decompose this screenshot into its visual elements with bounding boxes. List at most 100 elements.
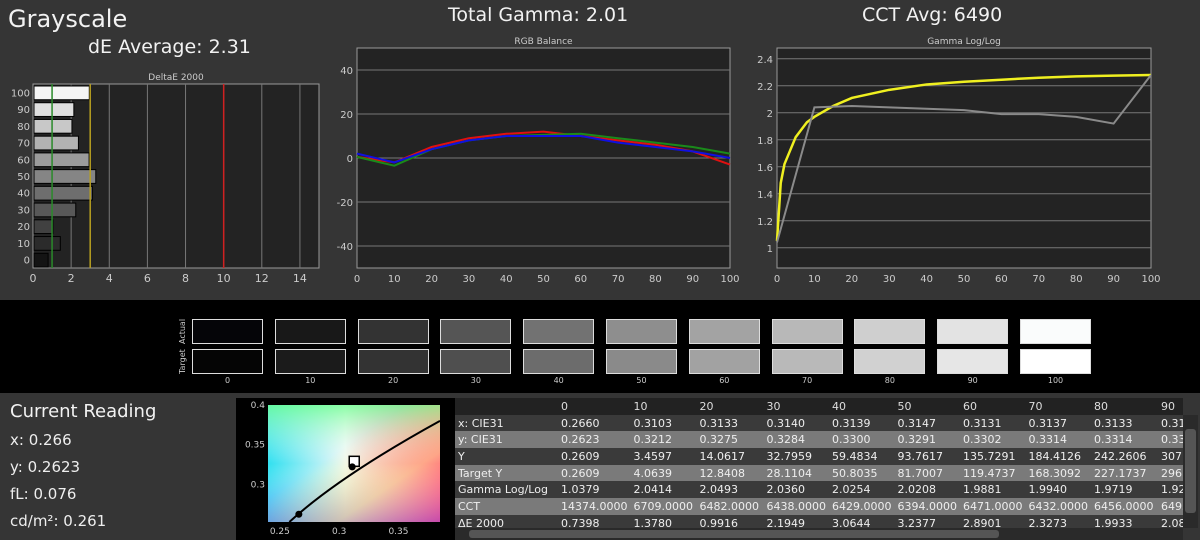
table-row[interactable]: ΔE 2000 0.7398 1.3780 0.9916 2.1949 3.0644 3.2… [455,514,1183,528]
de-average: dE Average: 2.31 [88,36,251,58]
table-cell: 6429.0000 [828,498,895,515]
target-swatch [1020,349,1091,374]
column-header[interactable]: 60 [959,398,1026,415]
column-header[interactable]: 70 [1025,398,1091,415]
x-tick-label: 0 [354,274,360,285]
table-row[interactable]: Y 0.2609 3.4597 14.0617 32.7959 59.4834 93.761… [455,448,1183,465]
column-header[interactable]: 90 [1157,398,1183,415]
table-row[interactable]: CCT 14374.0000 6709.0000 6482.0000 6438.0000… [455,498,1183,515]
reading-x: x: 0.266 [10,431,72,449]
x-tick-label: 12 [255,272,269,285]
target-swatch [440,349,512,374]
y-tick-label: 60 [17,155,30,166]
table-cell: 227.1737 [1090,464,1158,482]
swatch-panel: Actual Target 0 10 20 30 40 50 60 70 80 90 100 [0,300,1200,393]
column-header[interactable]: 50 [894,398,960,415]
page-title: Grayscale [8,5,128,33]
target-series-line [775,73,1152,242]
table-cell: 0.331 [1157,431,1183,449]
column-header[interactable] [455,398,558,415]
x-tick-label: 70 [612,274,625,285]
table-cell: 93.7617 [894,448,960,465]
y-tick-label: 1.2 [757,217,773,228]
column-header[interactable]: 10 [630,398,697,415]
table-row[interactable]: x: CIE31 0.2660 0.3103 0.3133 0.3140 0.3139 0.… [455,414,1183,432]
column-header[interactable]: 30 [763,398,829,415]
table-row[interactable]: Gamma Log/Log 1.0379 2.0414 2.0493 2.0360 2.0… [455,481,1183,499]
actual-swatch [1020,319,1091,344]
x-tick-label: 20 [425,274,438,285]
target-row-label: Target [178,349,187,374]
y-tick-label: 1.8 [757,136,773,147]
swatch-label: 70 [802,376,813,385]
actual-swatch [274,319,346,344]
table-cell: 307.5 [1157,448,1183,465]
x-tick-label: 0.35 [388,527,408,537]
x-tick-label: 60 [995,274,1008,285]
swatch-label: 40 [553,376,564,385]
table-cell: 6438.0000 [763,498,829,515]
rgb-balance-chart: RGB Balance 40 20 0 -20 -40 0 10 20 30 40 50 60 70 80 9… [337,37,740,285]
horizontal-scrollbar[interactable] [455,528,1183,540]
table-cell: 50.8035 [828,464,895,482]
y-tick-label: 0.3 [251,480,265,490]
y-tick-label: 0.4 [251,401,266,411]
table-cell: 0.3302 [959,431,1026,449]
x-tick-label: 10 [808,274,821,285]
target-swatch [854,349,926,374]
row-label: Gamma Log/Log [455,481,558,499]
table-cell: 4.0639 [630,464,697,482]
vertical-scrollbar[interactable] [1183,415,1198,528]
y-tick-label: 0 [24,256,30,267]
y-tick-label: 0.35 [245,441,265,451]
actual-swatch [192,319,263,344]
actual-swatch [357,319,429,344]
target-swatch [937,349,1009,374]
deltae-bar [33,202,77,218]
x-tick-label: 100 [720,274,739,285]
table-cell: 1.3780 [630,514,697,528]
table-cell: 0.3139 [828,414,895,432]
target-swatch [523,349,595,374]
table-cell: 6471.0000 [959,498,1026,515]
table-cell: 119.4737 [959,464,1026,482]
x-tick-label: 10 [388,274,401,285]
table-cell: 0.3140 [763,414,829,432]
swatch-label: 10 [305,376,316,385]
deltae-bar [33,169,97,184]
table-cell: 28.1104 [763,464,829,482]
table-row[interactable]: Target Y 0.2609 4.0639 12.8408 28.1104 50.803… [455,464,1183,482]
actual-swatch [688,319,760,344]
column-header[interactable]: 40 [828,398,895,415]
x-tick-label: 0.25 [270,527,290,537]
table-cell: 6495. [1157,498,1183,515]
x-tick-label: 10 [217,272,231,285]
target-swatch [688,349,760,374]
x-tick-label: 20 [845,274,858,285]
deltae-bar [33,252,49,268]
actual-row-label: Actual [178,318,187,344]
table-cell: 81.7007 [894,464,960,482]
table-cell: 0.2609 [558,448,631,465]
table-cell: 1.9719 [1090,481,1158,499]
blackbody-locus [288,419,441,523]
table-row[interactable]: y: CIE31 0.2623 0.3212 0.3275 0.3284 0.3300 0.… [455,431,1183,449]
row-label: Y [455,448,558,465]
column-header[interactable]: 20 [696,398,764,415]
column-header[interactable]: 0 [558,398,631,415]
table-cell: 3.0644 [828,514,895,528]
table-cell: 0.2623 [558,431,631,449]
row-label: ΔE 2000 [455,514,558,528]
table-cell: 0.3284 [763,431,829,449]
actual-swatch [606,319,677,344]
chart-title: Gamma Log/Log [927,37,1001,47]
row-label: Target Y [455,464,558,482]
table-cell: 59.4834 [828,448,895,465]
swatch-label: 90 [967,376,978,385]
table-cell: 6432.0000 [1025,498,1091,515]
column-header[interactable]: 80 [1090,398,1158,415]
table-cell: 2.0493 [696,481,764,499]
x-tick-label: 14 [293,272,307,285]
data-table[interactable]: 0 10 20 30 40 50 60 70 80 90 x: CIE31 0.2660 0.3103 0… [455,398,1183,528]
